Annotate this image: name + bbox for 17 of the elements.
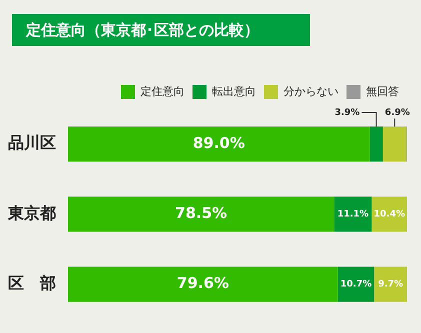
data-label: 78.5% (175, 204, 228, 222)
chart-title: 定住意向（東京都･区部との比較） (12, 14, 310, 46)
y-tick-label: 区 部 (8, 273, 56, 292)
data-label: 89.0% (192, 134, 245, 152)
data-label: 6.9% (384, 108, 410, 118)
legend-label: 無回答 (366, 84, 399, 98)
data-label: 11.1% (337, 210, 369, 220)
data-label: 3.9% (334, 108, 360, 118)
legend-label: 定住意向 (140, 84, 184, 98)
legend-label: 転出意向 (212, 84, 256, 98)
y-tick-label: 東京都 (7, 203, 56, 222)
data-label: 79.6% (176, 274, 229, 292)
data-label: 10.4% (374, 210, 405, 220)
legend-label: 分からない (284, 84, 338, 98)
data-label: 9.7% (378, 280, 404, 290)
y-tick-label: 品川区 (8, 133, 56, 152)
data-label: 10.7% (340, 280, 372, 290)
